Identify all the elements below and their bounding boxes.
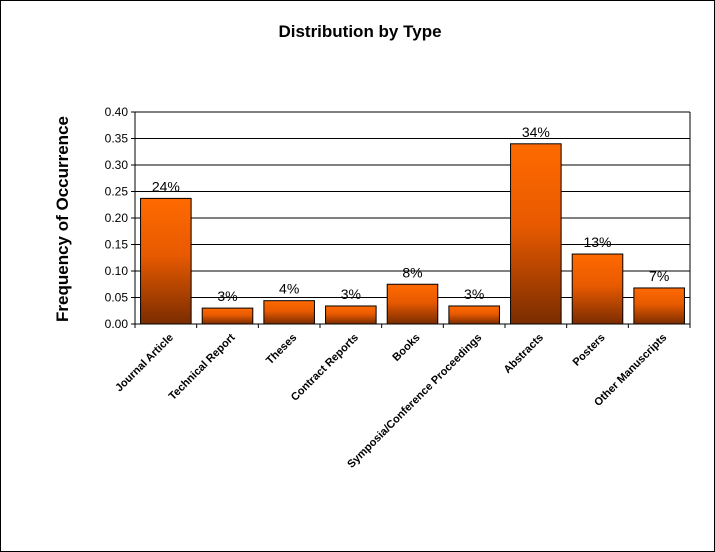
y-tick-label: 0.10 [105,264,129,278]
y-tick-label: 0.30 [105,158,129,172]
bar [510,143,562,325]
data-label: 13% [583,234,611,250]
bar [201,307,254,325]
x-tick-label: Journal Article [113,332,176,395]
bar [386,283,439,325]
y-tick-label: 0.00 [105,317,129,331]
data-label: 8% [402,264,422,280]
bar [263,300,315,325]
data-label: 4% [279,281,299,297]
bars [140,143,685,325]
data-label: 3% [341,286,361,302]
bar [571,253,624,325]
y-tick-label: 0.05 [105,291,129,305]
x-tick-label: Contract Reports [289,332,361,404]
x-tick-label: Symposia/Conference Proceedings [345,332,484,471]
chart-title: Distribution by Type [278,22,441,41]
x-tick-label: Theses [264,332,299,367]
y-tick-label: 0.25 [105,185,129,199]
x-tick-label: Books [390,332,422,364]
bar [325,305,377,325]
bar [448,305,500,325]
data-label: 3% [464,286,484,302]
y-axis-label: Frequency of Occurrence [53,116,72,322]
x-tick-label: Abstracts [502,332,546,376]
y-tick-label: 0.40 [105,105,129,119]
x-tick-label: Posters [571,332,608,369]
axes [134,112,691,328]
y-tick-label: 0.35 [105,132,129,146]
data-labels: 24% 3% 4% 3% 8% 3% 34% 13% 7% [152,124,669,304]
x-tick-label: Technical Report [167,331,238,402]
data-label: 24% [152,178,180,194]
bar [633,287,685,325]
y-tick-label: 0.20 [105,211,129,225]
y-tick-labels: 0.00 0.05 0.10 0.15 0.20 0.25 0.30 0.35 0.40 [105,105,129,331]
data-label: 34% [522,124,550,140]
bar [140,197,192,325]
data-label: 3% [217,288,237,304]
y-tick-label: 0.15 [105,238,129,252]
data-label: 7% [649,268,669,284]
